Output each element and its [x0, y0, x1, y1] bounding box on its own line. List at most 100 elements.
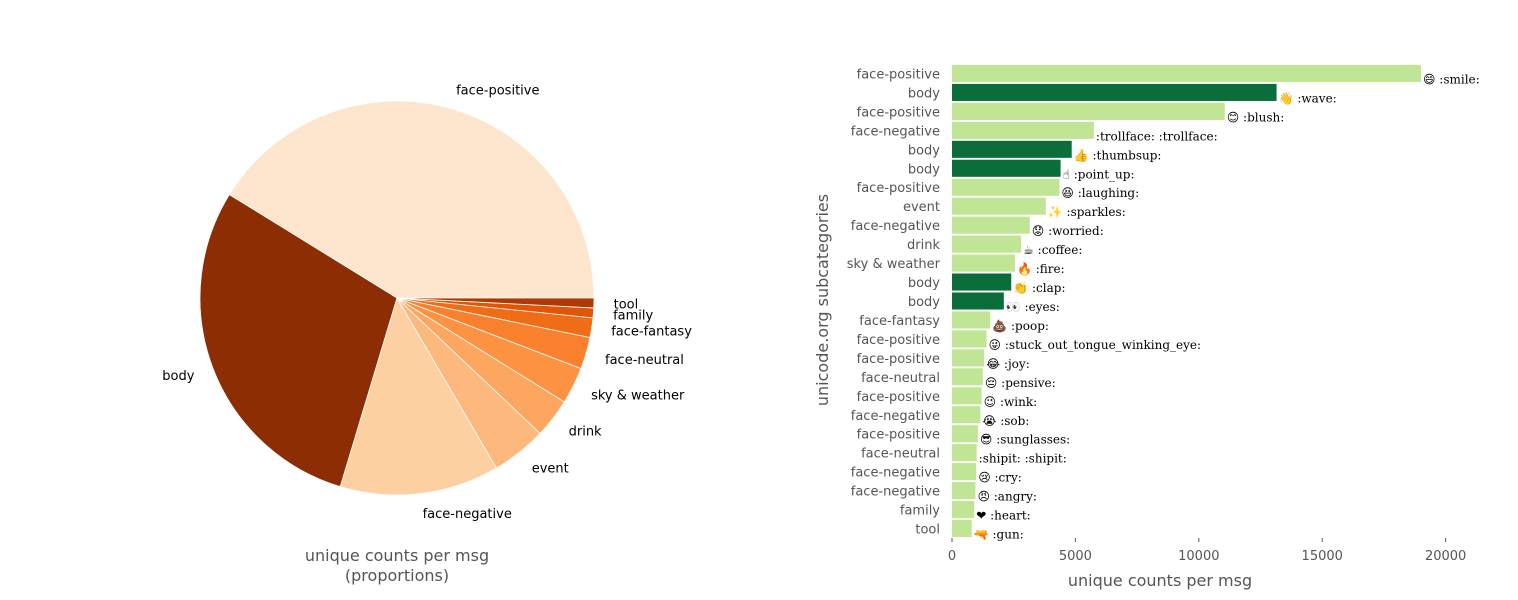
- bar-eyes: [952, 292, 1004, 310]
- bar-annotation: 🔫 :gun:: [974, 528, 1024, 542]
- bar-gun: [952, 519, 972, 538]
- bar-emoji: ☝: [1063, 167, 1074, 181]
- pie-slice-face-negative: [339, 297, 497, 496]
- bar-annotation: 👏 :clap:: [1013, 281, 1065, 295]
- bar-sunglasses: [952, 425, 978, 443]
- bar-emoji: 😭: [982, 414, 1000, 428]
- bar-code: :point_up:: [1074, 167, 1135, 181]
- bar-shipit-shipit: [952, 444, 977, 462]
- bar-worried: [952, 216, 1030, 234]
- bar-category-label: face-positive: [857, 67, 940, 82]
- bar-wink: [952, 387, 982, 405]
- bar-emoji: 🔫: [974, 528, 993, 542]
- bar-emoji: 😟: [1032, 224, 1048, 238]
- bar-code: :wink:: [1000, 395, 1037, 409]
- bar-category-label: sky & weather: [847, 257, 941, 272]
- bar-emoji: 👋: [1279, 91, 1298, 105]
- bar-trollface-trollface: [952, 121, 1094, 139]
- bar-code: :sob:: [1000, 414, 1029, 428]
- bar-code: :coffee:: [1038, 243, 1083, 257]
- bar-category-label: face-negative: [851, 124, 940, 139]
- bar-code: :heart:: [990, 509, 1031, 523]
- bar-annotation: 😟 :worried:: [1032, 224, 1104, 238]
- bar-annotation: 👍 :thumbsup:: [1074, 148, 1162, 162]
- bar-emoji: 😂: [986, 357, 1004, 371]
- bar-annotation: ☕ :coffee:: [1023, 243, 1082, 257]
- bar-annotation: 😊 :blush:: [1227, 110, 1285, 124]
- bar-smile: [952, 64, 1421, 83]
- bar-annotation: ✨ :sparkles:: [1048, 205, 1126, 219]
- bar-point-up: [952, 159, 1061, 177]
- x-tick-label: 20000: [1425, 549, 1466, 564]
- bar-emoji: 👀: [1006, 300, 1025, 314]
- bar-annotation: 👋 :wave:: [1279, 91, 1337, 105]
- bar-emoji: 😢: [978, 471, 994, 485]
- bar-annotation: 😎 :sunglasses:: [980, 433, 1070, 447]
- bar-annotation: 💩 :poop:: [992, 319, 1049, 333]
- bar-angry: [952, 482, 976, 500]
- bar-chart: face-positive body face-positive face-negat…: [813, 64, 1480, 590]
- bar-annotation: 😔 :pensive:: [985, 376, 1056, 390]
- pie-label-face-negative: face-negative: [423, 507, 512, 522]
- bar-sob: [952, 406, 981, 424]
- bar-joy: [952, 349, 985, 367]
- bar-category-label: body: [908, 162, 940, 177]
- pie-label-drink: drink: [569, 424, 602, 439]
- bar-code: :thumbsup:: [1092, 148, 1161, 162]
- pie-slice-face-positive: [228, 100, 595, 299]
- bar-code: :clap:: [1032, 281, 1065, 295]
- bar-category-label: face-positive: [857, 333, 940, 348]
- x-tick-label: 0: [948, 549, 956, 564]
- bar-thumbsup: [952, 140, 1072, 158]
- bar-emoji: 😆: [1061, 186, 1077, 200]
- bar-emoji: 😜: [989, 338, 1005, 352]
- pie-slice-body: [199, 194, 398, 488]
- x-tick-label: 10000: [1178, 549, 1219, 564]
- bar-emoji: 😊: [1227, 110, 1243, 124]
- bar-category-label: face-negative: [851, 219, 940, 234]
- bar-emoji: 👍: [1074, 148, 1093, 162]
- bar-emoji: 😉: [984, 395, 1000, 409]
- bar-code: :gun:: [993, 528, 1024, 542]
- bar-annotation: 😭 :sob:: [982, 414, 1029, 428]
- pie-label-tool: tool: [614, 297, 639, 312]
- bar-emoji: 😠: [977, 490, 993, 504]
- bar-code: :angry:: [994, 490, 1037, 504]
- pie-label-event: event: [532, 462, 569, 477]
- bar-code: :wave:: [1297, 91, 1336, 105]
- bar-code: :laughing:: [1078, 186, 1139, 200]
- bar-emoji: 💩: [992, 319, 1011, 333]
- bar-annotation: :trollface: :trollface:: [1096, 129, 1218, 143]
- bar-category-label: family: [900, 504, 940, 519]
- bar-category-label: body: [908, 143, 940, 158]
- bar-code: :trollface: :trollface:: [1096, 129, 1218, 143]
- bar-emoji: ✨: [1048, 205, 1067, 219]
- bar-fire: [952, 254, 1015, 272]
- bar-heart: [952, 501, 975, 519]
- pie-label-face-positive: face-positive: [456, 84, 539, 99]
- bar-annotation: 😄 :smile:: [1423, 72, 1480, 86]
- bar-cry: [952, 463, 977, 481]
- bar-category-label: face-positive: [857, 181, 940, 196]
- bar-category-label: face-negative: [851, 485, 940, 500]
- bar-category-label: face-positive: [857, 105, 940, 120]
- bar-annotation: 🔥 :fire:: [1017, 262, 1065, 276]
- pie-chart: face-positive body face-negative event drink…: [162, 84, 692, 585]
- bar-category-label: face-positive: [857, 428, 940, 443]
- bar-code: :shipit: :shipit:: [979, 452, 1067, 466]
- pie-label-sky-weather: sky & weather: [591, 388, 685, 403]
- bar-category-label: body: [908, 86, 940, 101]
- pie-label-face-neutral: face-neutral: [605, 353, 684, 368]
- bar-emoji: 😎: [980, 433, 996, 447]
- x-tick-label: 15000: [1302, 549, 1343, 564]
- bar-category-label: face-negative: [851, 409, 940, 424]
- x-tick-label: 5000: [1059, 549, 1092, 564]
- bar-category-label: event: [903, 200, 940, 215]
- bar-category-label: face-fantasy: [859, 314, 940, 329]
- bar-emoji: ❤: [976, 509, 990, 523]
- pie-label-body: body: [162, 369, 194, 384]
- bar-code: :sparkles:: [1067, 205, 1126, 219]
- bar-emoji: 👏: [1013, 281, 1032, 295]
- bar-annotation: 😠 :angry:: [977, 490, 1037, 504]
